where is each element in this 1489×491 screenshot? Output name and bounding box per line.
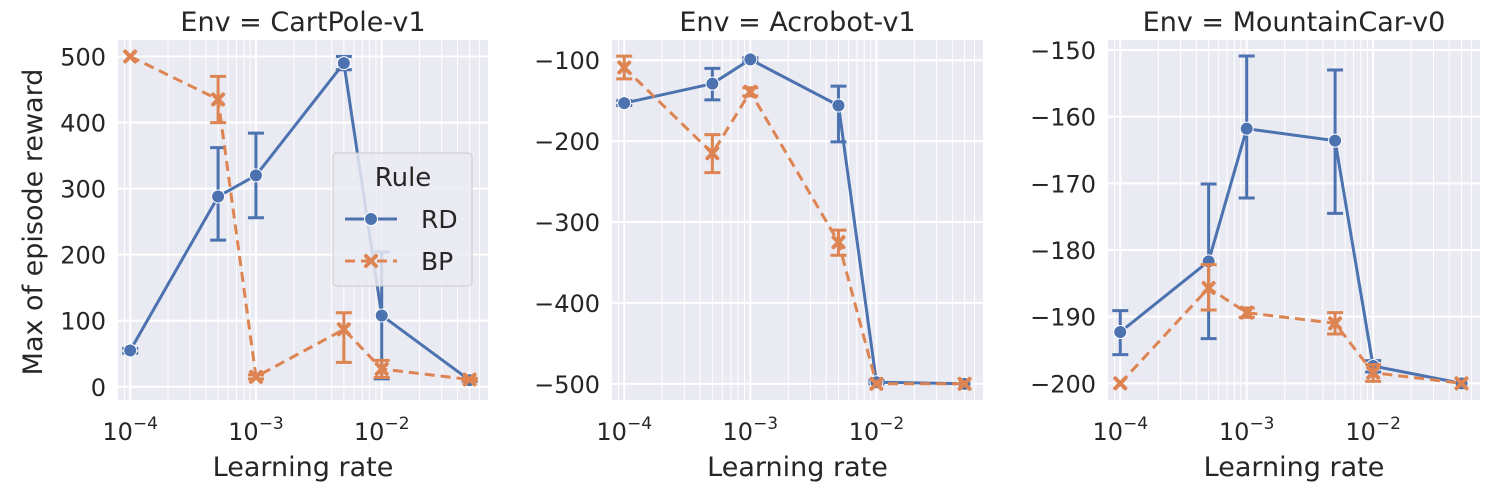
data-point bbox=[617, 60, 632, 75]
legend-box bbox=[332, 152, 473, 287]
data-point bbox=[374, 308, 389, 323]
x-tick-exponent: −3 bbox=[1249, 414, 1274, 434]
legend: Rule RD BP bbox=[332, 152, 473, 287]
y-axis-label: Max of episode reward bbox=[18, 69, 49, 376]
legend-title: Rule bbox=[375, 163, 432, 193]
data-point bbox=[123, 49, 138, 64]
chart-title: Env = CartPole-v1 bbox=[180, 7, 425, 38]
data-point bbox=[123, 343, 138, 358]
plot-area bbox=[612, 40, 983, 400]
x-tick-label: 10−3 bbox=[723, 414, 779, 446]
chart-panel-3: 10−4 10−3 10−2 −200 −190 −180 −170 −160 −150 Env … bbox=[1030, 7, 1480, 483]
y-tick-label: −400 bbox=[534, 290, 600, 318]
x-tick-label: 10−4 bbox=[1092, 414, 1148, 446]
series-line bbox=[129, 55, 470, 381]
data-point bbox=[1201, 281, 1216, 295]
x-tick-exponent: −3 bbox=[259, 414, 284, 434]
x-tick-exponent: −2 bbox=[879, 414, 904, 434]
data-point bbox=[336, 56, 351, 71]
data-point bbox=[248, 168, 263, 183]
data-point bbox=[1113, 376, 1128, 391]
x-tick-exponent: −3 bbox=[753, 414, 778, 434]
y-tick-label: 400 bbox=[60, 110, 106, 138]
data-point bbox=[705, 146, 720, 161]
data-point bbox=[374, 361, 389, 376]
series-bp bbox=[616, 54, 972, 391]
y-tick-label: 200 bbox=[60, 242, 106, 270]
x-tick-label: 10−4 bbox=[596, 414, 652, 446]
data-point bbox=[211, 189, 226, 204]
data-point bbox=[831, 235, 846, 250]
x-axis-label: Learning rate bbox=[213, 452, 394, 483]
series-line bbox=[128, 61, 471, 382]
data-point bbox=[462, 372, 477, 387]
y-tick-label: −500 bbox=[534, 371, 600, 399]
y-tick-label: −190 bbox=[1030, 304, 1096, 332]
data-point bbox=[743, 84, 758, 99]
data-point bbox=[743, 52, 758, 67]
series-line bbox=[1119, 127, 1462, 385]
data-point bbox=[248, 369, 263, 384]
data-point bbox=[1239, 121, 1254, 136]
y-tick-label: −180 bbox=[1030, 237, 1096, 265]
y-tick-label: −170 bbox=[1030, 170, 1096, 198]
series-bp bbox=[123, 49, 478, 387]
legend-marker bbox=[364, 212, 378, 226]
y-tick-label: −200 bbox=[1030, 370, 1096, 398]
x-tick-label: 10−4 bbox=[102, 414, 158, 446]
chart-title: Env = MountainCar-v0 bbox=[1143, 7, 1446, 38]
x-tick-exponent: −2 bbox=[384, 414, 409, 434]
x-tick-exponent: −4 bbox=[1123, 414, 1148, 434]
x-tick-label: 10−2 bbox=[1345, 414, 1401, 446]
x-axis-label: Learning rate bbox=[707, 452, 888, 483]
data-point bbox=[1328, 133, 1343, 148]
data-point bbox=[1366, 365, 1381, 380]
data-point bbox=[1113, 325, 1128, 339]
x-tick-exponent: −2 bbox=[1376, 414, 1401, 434]
x-tick-label: 10−3 bbox=[1219, 414, 1275, 446]
y-tick-label: 100 bbox=[60, 308, 106, 336]
y-tick-label: −100 bbox=[534, 47, 600, 75]
data-point bbox=[869, 376, 884, 391]
data-point bbox=[1454, 376, 1469, 391]
y-tick-label: −160 bbox=[1030, 104, 1096, 132]
y-tick-label: −300 bbox=[534, 209, 600, 237]
data-point bbox=[336, 322, 351, 337]
chart-title: Env = Acrobot-v1 bbox=[679, 7, 915, 38]
data-point bbox=[957, 376, 972, 391]
data-point bbox=[831, 98, 846, 113]
data-point bbox=[705, 76, 720, 91]
chart-panel-2: 10−4 10−3 10−2 −500 −400 −300 −200 −100 Env = Ac… bbox=[534, 7, 983, 483]
series-bp bbox=[1113, 263, 1469, 391]
data-point bbox=[211, 92, 226, 107]
y-tick-label: 0 bbox=[91, 374, 106, 402]
data-point bbox=[1239, 305, 1254, 320]
data-point bbox=[1328, 316, 1343, 331]
x-tick-label: 10−2 bbox=[354, 414, 410, 446]
y-tick-label: 500 bbox=[60, 44, 106, 72]
y-tick-label: 300 bbox=[60, 176, 106, 204]
series-line bbox=[1119, 286, 1462, 385]
series-line bbox=[623, 66, 965, 386]
legend-marker bbox=[364, 254, 378, 268]
y-tick-label: −150 bbox=[1030, 37, 1096, 65]
x-tick-exponent: −4 bbox=[627, 414, 652, 434]
legend-label: RD bbox=[421, 205, 458, 234]
plot-area bbox=[1108, 40, 1480, 400]
x-axis-label: Learning rate bbox=[1204, 452, 1385, 483]
y-tick-label: −200 bbox=[534, 128, 600, 156]
x-tick-label: 10−2 bbox=[849, 414, 905, 446]
x-tick-label: 10−3 bbox=[228, 414, 284, 446]
legend-label: BP bbox=[421, 247, 453, 276]
data-point bbox=[617, 96, 632, 111]
x-tick-exponent: −4 bbox=[133, 414, 158, 434]
series-rd bbox=[122, 55, 478, 388]
